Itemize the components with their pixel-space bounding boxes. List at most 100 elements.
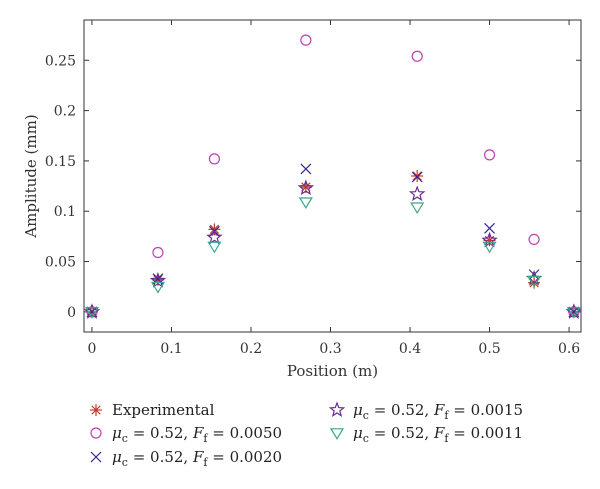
data-point [298, 197, 313, 210]
data-point [300, 34, 312, 46]
marker-stroke [411, 171, 423, 183]
data-point [411, 170, 424, 182]
legend-label: μc = 0.52, Ff = 0.0050 [112, 424, 282, 445]
marker-ring [300, 34, 312, 46]
y-tick-label: 0.1 [54, 204, 76, 220]
legend-label-part: = 0.0020 [207, 448, 282, 466]
legend-label-part: F [433, 424, 445, 442]
data-point [410, 202, 425, 215]
data-point [152, 246, 164, 259]
marker-triangle [84, 307, 100, 319]
y-tick-label: 0.25 [45, 53, 76, 69]
marker-stroke [484, 222, 495, 234]
data-point [297, 179, 315, 196]
x-axis: 0 0.1 0.2 0.3 0.4 0.5 0.6 [87, 20, 580, 357]
legend-item: Experimental [90, 401, 215, 419]
legend-item: μc = 0.52, Ff = 0.0011 [329, 424, 523, 445]
legend-label-part: c [363, 432, 369, 445]
marker-triangle [150, 281, 166, 294]
y-axis: 0 0.05 0.1 0.15 0.2 0.25 [45, 53, 581, 321]
legend-label: μc = 0.52, Ff = 0.0011 [353, 424, 523, 445]
marker-stroke [412, 171, 422, 181]
data-point [150, 281, 166, 294]
marker-ring [90, 427, 102, 439]
series-asterisk [85, 170, 580, 318]
marker-star [408, 185, 426, 202]
marker-triangle [298, 197, 313, 210]
legend-label-part: = 0.0011 [448, 424, 523, 442]
marker-ring [483, 149, 496, 161]
x-axis-title: Position (m) [287, 362, 378, 380]
data-point [206, 228, 223, 245]
data-point [411, 50, 423, 62]
y-tick-label: 0.05 [45, 255, 76, 271]
marker-ring [152, 246, 164, 259]
data-point [528, 233, 540, 246]
x-tick-label: 0 [87, 341, 96, 357]
data-point [300, 163, 312, 175]
series-x [86, 163, 580, 318]
data-point [149, 272, 167, 288]
marker-star [297, 179, 315, 196]
legend-label-part: μ [112, 448, 122, 466]
legend-label-part: μ [353, 401, 363, 419]
x-tick-label: 0.5 [478, 341, 500, 357]
legend-marker [90, 451, 102, 463]
legend-item: μc = 0.52, Ff = 0.0020 [90, 448, 282, 469]
x-tick-label: 0.3 [319, 341, 341, 357]
marker-stroke [300, 163, 312, 175]
marker-triangle [566, 307, 581, 319]
legend-label-part: F [433, 401, 445, 419]
legend-marker [90, 427, 102, 439]
legend-label-part: = 0.52, [369, 424, 434, 442]
legend-label-part: = 0.0015 [448, 401, 523, 419]
y-tick-label: 0.15 [45, 154, 76, 170]
data-point [482, 241, 497, 254]
series-star [83, 179, 583, 319]
legend-label-part: c [363, 409, 369, 422]
marker-star [328, 401, 346, 418]
marker-ring [208, 153, 221, 165]
legend-label-part: = 0.52, [128, 448, 193, 466]
x-tick-label: 0.6 [558, 341, 580, 357]
marker-triangle [482, 241, 497, 254]
data-point [481, 231, 498, 248]
legend-label: μc = 0.52, Ff = 0.0020 [112, 448, 282, 469]
marker-stroke [528, 269, 540, 281]
y-tick-label: 0 [67, 305, 76, 321]
data-point [208, 153, 221, 165]
legend-label-part: f [444, 409, 449, 422]
marker-triangle [527, 275, 542, 288]
legend-label-part: f [203, 432, 208, 445]
legend-label-part: F [192, 424, 204, 442]
marker-star [149, 272, 167, 288]
marker-stroke [90, 451, 102, 463]
data-markers [83, 34, 583, 319]
x-tick-label: 0.2 [240, 341, 262, 357]
legend-marker [329, 428, 345, 440]
marker-star [481, 231, 498, 248]
legend-item: μc = 0.52, Ff = 0.0015 [328, 401, 523, 422]
y-tick-label: 0.2 [54, 104, 76, 120]
legend-label-part: = 0.0050 [207, 424, 282, 442]
y-axis-title: Amplitude (mm) [22, 114, 40, 238]
legend-label-part: = 0.52, [128, 424, 193, 442]
x-tick-label: 0.1 [160, 341, 182, 357]
legend-item: μc = 0.52, Ff = 0.0050 [90, 424, 282, 445]
legend-label-part: c [122, 432, 128, 445]
legend-label: Experimental [112, 401, 215, 419]
legend-label-part: f [444, 432, 449, 445]
data-point [411, 171, 423, 183]
data-point [528, 269, 540, 281]
marker-star [206, 228, 223, 245]
x-tick-label: 0.4 [399, 341, 421, 357]
marker-triangle [329, 428, 345, 440]
marker-ring [528, 233, 540, 246]
plot-frame [83, 19, 582, 333]
marker-stroke [91, 405, 101, 415]
marker-ring [411, 50, 423, 62]
data-point [483, 149, 496, 161]
legend-label: μc = 0.52, Ff = 0.0015 [353, 401, 523, 422]
